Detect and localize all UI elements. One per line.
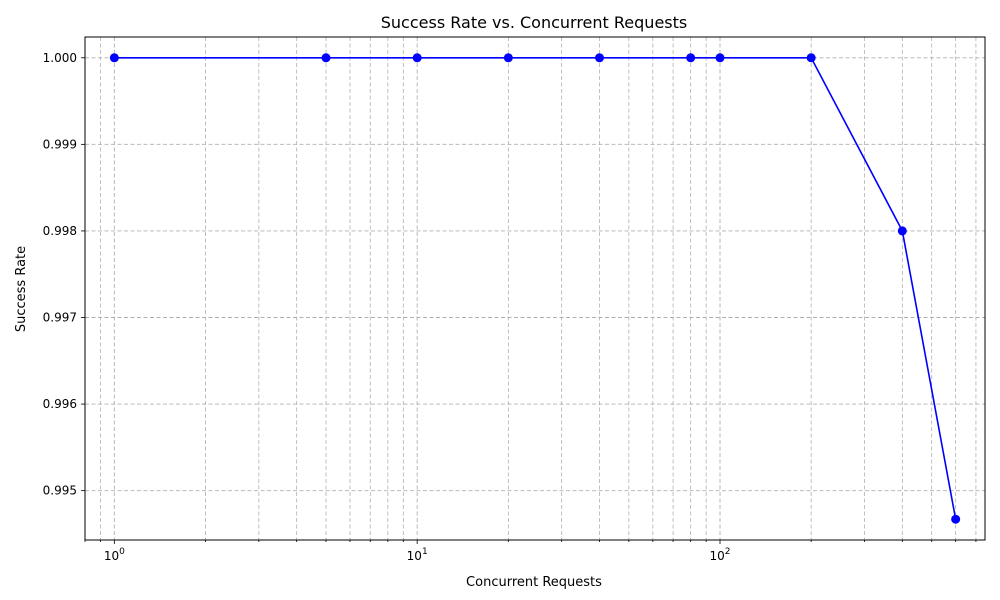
- data-point: [715, 53, 725, 63]
- x-tick-label-base: 10: [709, 549, 724, 563]
- data-point: [321, 53, 331, 63]
- data-point: [686, 53, 696, 63]
- x-axis-label: Concurrent Requests: [466, 575, 602, 590]
- x-tick-label: 101: [407, 547, 428, 563]
- data-point: [412, 53, 422, 63]
- y-tick-label: 0.998: [43, 224, 77, 238]
- x-tick-label: 102: [709, 547, 730, 563]
- chart-title: Success Rate vs. Concurrent Requests: [381, 13, 687, 32]
- data-points: [109, 53, 961, 524]
- plot-area-frame: [84, 36, 986, 541]
- data-point: [951, 514, 961, 524]
- x-tick-label-exponent: 1: [422, 547, 428, 557]
- y-axis-label: Success Rate: [14, 246, 29, 332]
- data-point: [594, 53, 604, 63]
- y-tick-label: 0.997: [43, 311, 77, 325]
- x-tick-label-exponent: 2: [725, 547, 731, 557]
- x-tick-label-exponent: 0: [119, 547, 125, 557]
- series-line-layer: [114, 56, 957, 520]
- data-point: [503, 53, 513, 63]
- data-point: [109, 53, 119, 63]
- x-tick-label-base: 10: [407, 549, 422, 563]
- x-tick-label-base: 10: [104, 549, 119, 563]
- data-point: [897, 226, 907, 236]
- y-tick-label: 0.999: [43, 137, 77, 151]
- y-tick-label: 0.996: [43, 397, 77, 411]
- series-line: [114, 56, 957, 520]
- x-tick-label: 100: [104, 547, 125, 563]
- y-tick-label: 1.000: [43, 51, 77, 65]
- y-tick-label: 0.995: [43, 484, 77, 498]
- data-point: [806, 53, 816, 63]
- grid-lines: [84, 37, 985, 540]
